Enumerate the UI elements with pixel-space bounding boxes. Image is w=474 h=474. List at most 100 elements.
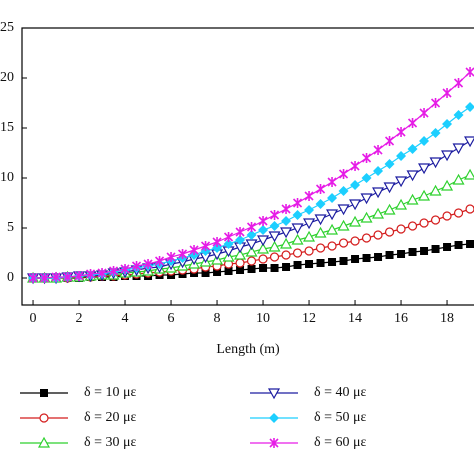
- marker: [315, 184, 326, 194]
- marker: [258, 254, 268, 264]
- marker: [442, 211, 452, 221]
- marker: [373, 230, 383, 240]
- marker: [269, 221, 280, 231]
- marker: [201, 269, 210, 277]
- marker: [373, 166, 384, 176]
- marker: [397, 250, 406, 258]
- legend-label: δ = 40 με: [314, 385, 366, 400]
- marker: [373, 145, 383, 155]
- marker: [406, 193, 419, 205]
- marker: [120, 264, 130, 274]
- marker: [350, 236, 360, 246]
- marker: [361, 173, 372, 183]
- marker: [384, 159, 395, 169]
- marker: [315, 199, 326, 209]
- marker: [246, 256, 257, 266]
- x-tick-label: 4: [122, 311, 129, 326]
- marker: [303, 230, 316, 242]
- marker: [338, 238, 349, 248]
- legend-label: δ = 50 με: [314, 410, 366, 425]
- marker: [305, 260, 314, 268]
- marker: [292, 248, 303, 258]
- marker: [349, 199, 362, 211]
- marker: [453, 110, 464, 120]
- x-tick-label: 8: [214, 311, 221, 326]
- marker: [269, 438, 279, 448]
- marker: [429, 157, 442, 169]
- marker: [39, 413, 49, 423]
- marker: [338, 169, 349, 179]
- marker: [281, 216, 292, 226]
- legend-label: δ = 30 με: [84, 435, 136, 450]
- marker: [51, 272, 61, 282]
- marker: [339, 257, 348, 265]
- y-tick-label: 5: [7, 220, 14, 235]
- marker: [429, 184, 442, 196]
- marker: [269, 252, 280, 262]
- marker: [465, 67, 474, 77]
- marker: [419, 108, 429, 118]
- marker: [350, 161, 360, 171]
- x-axis-label: Length (m): [216, 342, 280, 357]
- marker: [396, 224, 406, 234]
- y-tick-label: 25: [0, 20, 14, 35]
- marker: [383, 182, 396, 194]
- marker: [442, 119, 453, 129]
- marker: [430, 128, 441, 138]
- marker: [349, 215, 362, 227]
- marker: [39, 273, 50, 283]
- marker: [314, 214, 327, 226]
- marker: [431, 245, 440, 253]
- marker: [270, 264, 279, 272]
- marker: [408, 248, 417, 256]
- marker: [257, 235, 270, 247]
- x-tick-label: 14: [348, 311, 362, 326]
- marker: [337, 219, 350, 231]
- legend-label: δ = 60 με: [314, 435, 366, 450]
- marker: [257, 242, 270, 254]
- marker: [350, 180, 361, 190]
- marker: [234, 248, 247, 260]
- marker: [235, 258, 245, 268]
- marker: [267, 388, 281, 400]
- marker: [406, 170, 419, 182]
- marker: [235, 227, 245, 237]
- marker: [224, 267, 233, 275]
- x-tick-label: 10: [256, 311, 270, 326]
- marker: [465, 204, 474, 214]
- marker: [466, 240, 474, 248]
- marker: [259, 264, 268, 272]
- marker: [85, 269, 96, 279]
- marker: [280, 237, 293, 249]
- marker: [236, 266, 245, 274]
- x-tick-label: 12: [302, 311, 316, 326]
- marker: [37, 436, 51, 448]
- marker: [316, 259, 325, 267]
- marker: [464, 168, 474, 180]
- marker: [418, 163, 431, 175]
- marker: [246, 230, 257, 240]
- marker: [62, 272, 73, 282]
- marker: [337, 204, 350, 216]
- marker: [303, 218, 316, 230]
- marker: [328, 258, 337, 266]
- plot-area: [27, 67, 474, 285]
- marker: [269, 210, 280, 220]
- marker: [166, 252, 176, 262]
- marker: [223, 232, 234, 242]
- marker: [315, 243, 326, 253]
- marker: [281, 250, 291, 260]
- marker: [258, 216, 268, 226]
- y-tick-label: 10: [0, 170, 14, 185]
- marker: [361, 153, 372, 163]
- marker: [441, 179, 454, 191]
- marker: [419, 136, 430, 146]
- x-tick-label: 6: [168, 311, 175, 326]
- marker: [327, 241, 337, 251]
- marker: [396, 151, 407, 161]
- marker: [360, 211, 373, 223]
- legend-label: δ = 20 με: [84, 410, 136, 425]
- marker: [327, 193, 338, 203]
- marker: [291, 223, 304, 235]
- marker: [235, 235, 246, 245]
